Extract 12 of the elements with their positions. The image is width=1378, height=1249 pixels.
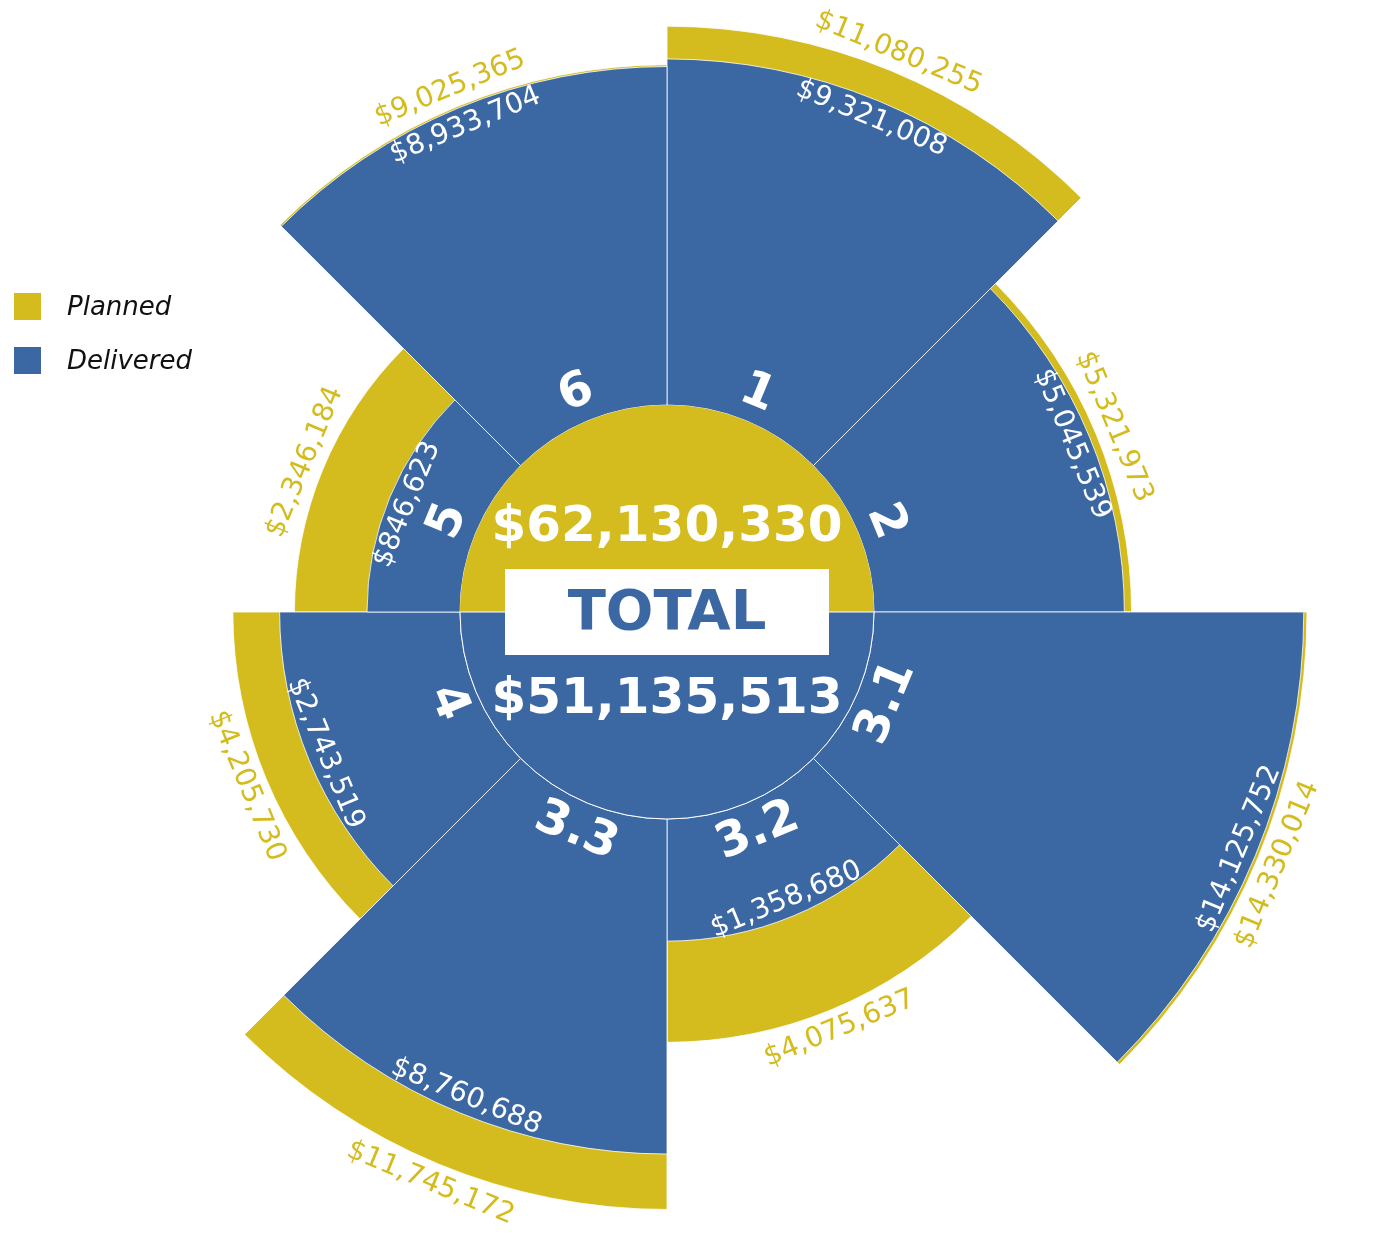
text: $62,130,330 <box>491 494 843 553</box>
legend-label: Planned <box>67 290 172 321</box>
category-label: 3.2 <box>706 785 807 870</box>
category-label: 3.3 <box>527 785 628 870</box>
text: $51,135,513 <box>491 666 843 725</box>
legend-label: Delivered <box>67 344 193 375</box>
category-label: 4 <box>419 675 484 728</box>
text: TOTAL <box>567 577 767 643</box>
category-label: 2 <box>857 493 922 546</box>
category-label: 1 <box>733 357 786 422</box>
category-label: 3.1 <box>840 651 925 752</box>
category-label: 6 <box>548 357 601 422</box>
